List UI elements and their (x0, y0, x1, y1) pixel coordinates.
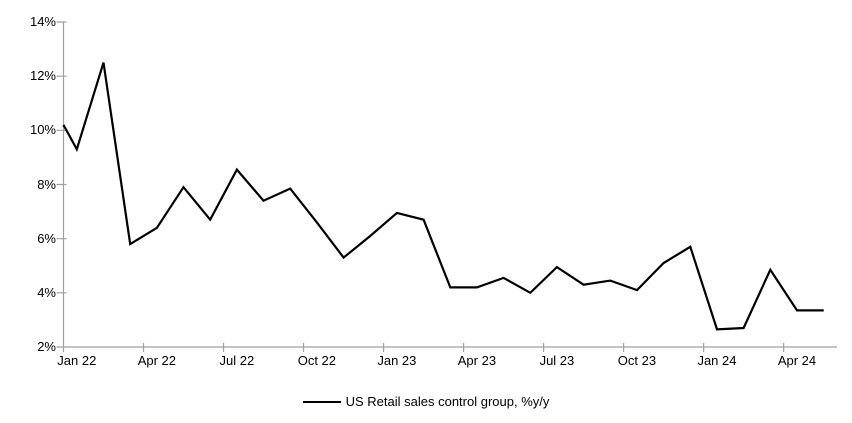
x-axis-tick-label: Jan 22 (57, 353, 97, 368)
x-axis-tick-label: Jul 22 (219, 353, 255, 368)
x-axis-tick-label: Apr 23 (457, 353, 497, 368)
y-axis-tick-label: 4% (37, 284, 56, 300)
y-axis-tick-label: 14% (29, 14, 56, 29)
legend-series-label: US Retail sales control group, %y/y (345, 394, 550, 409)
series-line (62, 62, 824, 331)
x-axis-tick-label: Jan 23 (377, 353, 417, 368)
axes-and-ticks (56, 21, 837, 352)
y-axis-tick-label: 12% (29, 68, 56, 84)
x-axis-tick-label: Apr 24 (777, 353, 817, 368)
y-axis-tick-label: 8% (37, 176, 56, 192)
x-axis-tick-label: Oct 22 (297, 353, 337, 368)
x-axis-tick-label: Oct 23 (617, 353, 657, 368)
legend: US Retail sales control group, %y/y (0, 394, 852, 409)
x-axis-tick-label: Jul 23 (539, 353, 575, 368)
x-axis-tick-label: Apr 22 (137, 353, 176, 368)
legend-line-sample (302, 400, 341, 403)
y-axis-tick-label: 2% (37, 339, 56, 354)
y-axis-tick-label: 6% (37, 230, 56, 246)
x-axis-tick-label: Jan 24 (697, 353, 737, 368)
y-axis-tick-label: 10% (29, 122, 56, 138)
